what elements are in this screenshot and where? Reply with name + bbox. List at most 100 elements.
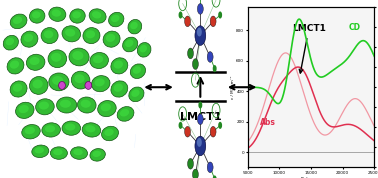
Ellipse shape [49, 73, 69, 91]
Ellipse shape [102, 126, 118, 141]
Circle shape [218, 11, 222, 19]
Circle shape [192, 59, 198, 69]
Ellipse shape [21, 31, 38, 47]
Circle shape [192, 169, 198, 178]
Circle shape [187, 48, 194, 59]
Text: LMCT1: LMCT1 [180, 112, 221, 122]
Ellipse shape [53, 149, 62, 155]
Ellipse shape [10, 14, 27, 29]
Circle shape [218, 122, 222, 129]
Circle shape [197, 28, 202, 36]
Ellipse shape [29, 9, 45, 23]
Ellipse shape [103, 31, 120, 47]
Ellipse shape [10, 61, 19, 69]
Ellipse shape [106, 34, 115, 42]
Circle shape [187, 158, 194, 169]
Circle shape [195, 26, 206, 45]
Ellipse shape [73, 149, 83, 155]
Text: CD: CD [348, 23, 360, 32]
Circle shape [213, 65, 217, 72]
Ellipse shape [74, 74, 85, 83]
Circle shape [184, 16, 191, 27]
Ellipse shape [128, 19, 142, 34]
Ellipse shape [77, 97, 96, 113]
Circle shape [195, 136, 206, 156]
Circle shape [59, 82, 65, 89]
Ellipse shape [62, 121, 81, 135]
Ellipse shape [52, 76, 63, 85]
Ellipse shape [117, 107, 134, 121]
Ellipse shape [133, 66, 141, 74]
Ellipse shape [139, 45, 147, 53]
Ellipse shape [42, 123, 60, 137]
Ellipse shape [69, 48, 89, 66]
Ellipse shape [19, 105, 29, 113]
Ellipse shape [72, 51, 84, 60]
Ellipse shape [44, 30, 53, 38]
Ellipse shape [15, 102, 34, 119]
Ellipse shape [129, 87, 144, 102]
Circle shape [198, 101, 202, 109]
Ellipse shape [92, 11, 101, 19]
Ellipse shape [82, 123, 101, 137]
Ellipse shape [122, 37, 138, 52]
Ellipse shape [6, 38, 14, 45]
Ellipse shape [32, 11, 40, 19]
Ellipse shape [48, 50, 67, 68]
Ellipse shape [24, 34, 33, 42]
Ellipse shape [131, 90, 139, 97]
Ellipse shape [86, 30, 95, 38]
Circle shape [210, 16, 216, 27]
Ellipse shape [101, 103, 111, 111]
Y-axis label: ε / M⁻¹cm⁻¹: ε / M⁻¹cm⁻¹ [231, 75, 235, 99]
Ellipse shape [71, 147, 88, 159]
Ellipse shape [111, 81, 128, 97]
Ellipse shape [94, 78, 105, 87]
Ellipse shape [125, 40, 133, 47]
Ellipse shape [26, 54, 45, 70]
Ellipse shape [90, 53, 108, 69]
Circle shape [178, 122, 183, 129]
Ellipse shape [85, 125, 95, 132]
Ellipse shape [93, 151, 101, 157]
Ellipse shape [137, 43, 151, 57]
Circle shape [197, 138, 202, 147]
Ellipse shape [25, 127, 35, 134]
Text: Abs: Abs [260, 118, 276, 127]
Ellipse shape [70, 9, 85, 23]
Ellipse shape [65, 28, 75, 36]
Ellipse shape [36, 99, 54, 115]
Ellipse shape [7, 58, 24, 74]
Circle shape [197, 114, 203, 125]
Circle shape [207, 52, 213, 62]
Ellipse shape [33, 80, 43, 88]
Ellipse shape [93, 55, 103, 63]
Ellipse shape [91, 76, 110, 92]
Ellipse shape [62, 26, 81, 42]
Ellipse shape [71, 71, 90, 89]
Ellipse shape [90, 149, 105, 161]
Circle shape [178, 11, 183, 19]
Circle shape [184, 126, 191, 137]
X-axis label: E / cm⁻¹: E / cm⁻¹ [301, 176, 321, 178]
Circle shape [197, 4, 203, 14]
Ellipse shape [72, 11, 81, 19]
Ellipse shape [130, 64, 146, 78]
Ellipse shape [65, 124, 75, 131]
Ellipse shape [83, 28, 100, 44]
Ellipse shape [50, 147, 67, 159]
Ellipse shape [32, 145, 49, 158]
Ellipse shape [13, 17, 22, 24]
Ellipse shape [89, 9, 106, 23]
Ellipse shape [104, 129, 114, 136]
Ellipse shape [3, 35, 19, 50]
Ellipse shape [111, 58, 128, 74]
Circle shape [85, 82, 92, 89]
Ellipse shape [49, 7, 66, 21]
Circle shape [210, 126, 216, 137]
Ellipse shape [51, 53, 61, 62]
Ellipse shape [98, 101, 116, 117]
Ellipse shape [13, 84, 22, 92]
Ellipse shape [52, 10, 61, 17]
Ellipse shape [10, 81, 27, 97]
